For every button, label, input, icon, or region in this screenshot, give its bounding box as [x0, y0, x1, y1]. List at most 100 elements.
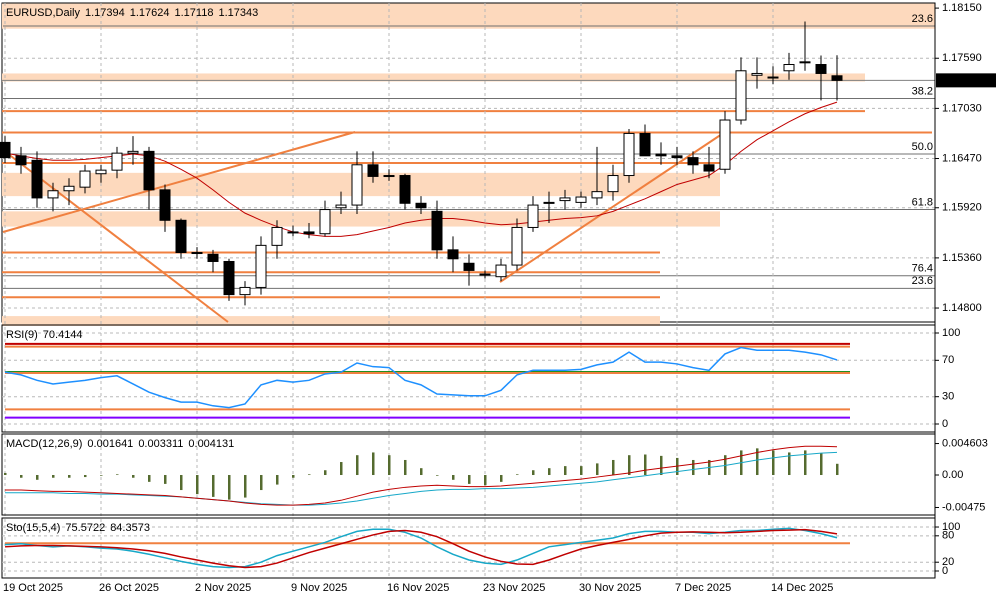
histogram-bar	[180, 475, 183, 491]
candle-body	[495, 264, 507, 278]
indicator-value: 0.001641	[87, 438, 133, 450]
histogram-bar	[340, 462, 343, 476]
indicator-line	[5, 445, 838, 506]
histogram-bar	[292, 475, 295, 478]
candle-body	[639, 132, 651, 157]
histogram-bar	[580, 466, 583, 476]
histogram-bar	[356, 455, 359, 476]
x-tick-label: 14 Dec 2025	[771, 582, 833, 594]
candle-body	[447, 249, 459, 260]
candle-body	[255, 244, 267, 288]
candle-body	[703, 164, 715, 172]
y-tick-label: 70	[942, 354, 954, 366]
candle-body	[223, 260, 235, 296]
candle-body	[655, 153, 667, 157]
histogram-bar	[836, 463, 839, 476]
candle-body	[431, 210, 443, 251]
zone	[2, 211, 720, 227]
trendline	[499, 129, 729, 283]
candle-body	[751, 72, 763, 76]
x-tick-label: 26 Oct 2025	[99, 582, 159, 594]
y-tick-label: 1.18150	[942, 2, 982, 14]
histogram-bar	[500, 475, 503, 482]
indicator-value: 1.17394	[85, 7, 125, 19]
indicator-value: 0.003311	[138, 438, 183, 450]
candle-body	[511, 226, 523, 266]
zone	[2, 316, 660, 326]
candle-body	[143, 150, 155, 191]
candle-body	[527, 204, 539, 228]
indicator-name: Sto(15,5,4)	[6, 522, 60, 534]
candle-body	[623, 132, 635, 177]
x-tick-label: 23 Nov 2025	[483, 582, 545, 594]
indicator-value: 0.004131	[188, 438, 234, 450]
candle-body	[159, 189, 171, 221]
candle-body	[543, 201, 555, 204]
y-tick-label: 100	[942, 327, 960, 339]
histogram-bar	[644, 454, 647, 476]
histogram-bar	[404, 459, 407, 476]
y-tick-label: 0	[942, 565, 948, 577]
histogram-bar	[308, 474, 311, 476]
histogram-bar	[132, 475, 135, 478]
current-price-box	[936, 73, 996, 88]
current-price-label: 1.17343	[941, 74, 981, 86]
histogram-bar	[596, 463, 599, 476]
histogram-bar	[484, 475, 487, 486]
candle-body	[559, 197, 571, 202]
indicator-name: RSI(9)	[6, 329, 38, 341]
histogram-bar	[660, 455, 663, 476]
zone	[2, 3, 935, 29]
candle-body	[415, 202, 427, 209]
fib-label: 23.6	[912, 275, 933, 287]
background-layer	[1, 2, 936, 579]
y-tick-label: 1.15920	[942, 202, 982, 214]
candle-body	[575, 196, 587, 203]
indicator-value: 75.5722	[65, 522, 105, 534]
indicator-header: Sto(15,5,4) 75.5722 84.3573	[6, 522, 150, 534]
indicator-line	[4, 528, 838, 569]
x-tick-label: 19 Oct 2025	[3, 582, 63, 594]
y-tick-label: 1.16470	[942, 152, 982, 164]
y-tick-label: -0.00475	[942, 501, 985, 513]
x-tick-label: 30 Nov 2025	[579, 582, 641, 594]
histogram-bar	[276, 475, 279, 485]
candle-body	[79, 170, 91, 188]
candle-body	[287, 231, 299, 234]
histogram-bar	[36, 475, 39, 480]
fib-label: 76.4	[912, 263, 933, 275]
x-tick-label: 9 Nov 2025	[291, 582, 347, 594]
candle-body	[319, 209, 331, 235]
candle-body	[95, 169, 107, 175]
y-tick-label: 30	[942, 391, 954, 403]
candle-body	[831, 75, 843, 81]
candle-body	[47, 190, 59, 199]
zone	[2, 73, 865, 82]
histogram-bar	[788, 452, 791, 476]
x-tick-label: 2 Nov 2025	[195, 582, 251, 594]
indicator-line	[4, 527, 838, 569]
histogram-bar	[260, 475, 263, 491]
candle-body	[815, 64, 827, 74]
candle-body	[783, 64, 795, 72]
indicator-line	[5, 451, 838, 506]
histogram-bar	[804, 450, 807, 476]
x-tick-label: 16 Nov 2025	[387, 582, 449, 594]
indicator-header: RSI(9) 70.4144	[6, 329, 83, 341]
histogram-bar	[84, 475, 87, 478]
histogram-bar	[100, 475, 103, 476]
indicator-header: EURUSD,Daily 1.17394 1.17624 1.17118 1.17343	[6, 7, 258, 19]
histogram-bar	[164, 475, 167, 484]
histogram-bar	[420, 468, 423, 476]
indicator-line	[4, 346, 838, 409]
y-tick-label: 0	[942, 418, 948, 430]
indicator-header: MACD(12,26,9) 0.001641 0.003311 0.004131	[6, 438, 234, 450]
candle-body	[719, 119, 731, 170]
histogram-bar	[196, 475, 199, 495]
histogram-bar	[772, 450, 775, 476]
indicator-value: 1.17118	[175, 7, 214, 19]
candle-body	[687, 157, 699, 166]
